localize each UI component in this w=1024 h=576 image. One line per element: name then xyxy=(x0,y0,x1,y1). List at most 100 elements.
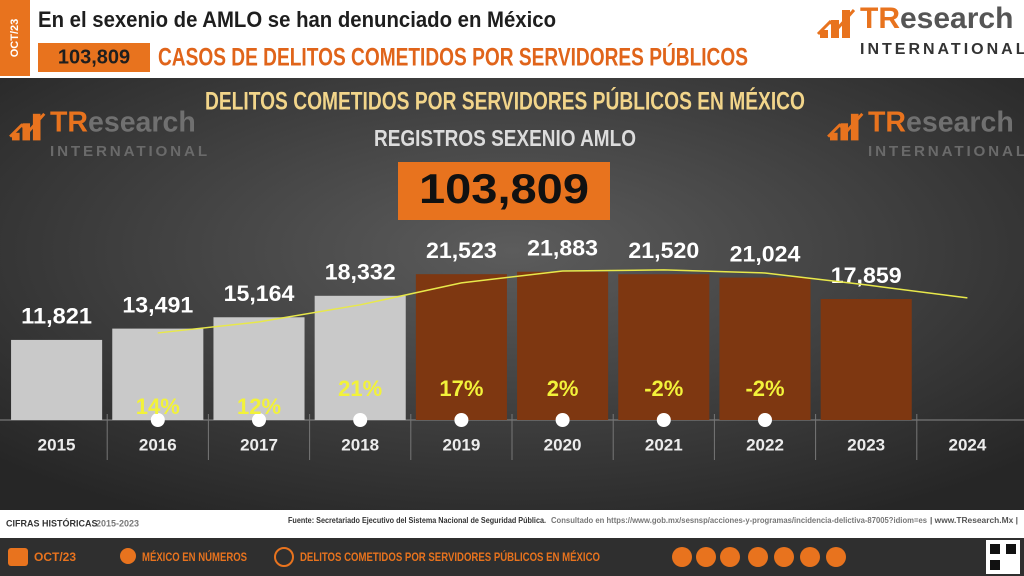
bar xyxy=(415,274,507,420)
linkedin-icon[interactable] xyxy=(800,547,820,567)
chart-total: 103,809 xyxy=(419,165,589,212)
footer-topic: DELITOS COMETIDOS POR SERVIDORES PÚBLICO… xyxy=(300,549,600,564)
value-label: 17,859 xyxy=(831,263,902,288)
note-label: CIFRAS HISTÓRICAS xyxy=(6,517,98,528)
bar xyxy=(820,299,912,420)
date-tab xyxy=(0,0,30,76)
logo-bar xyxy=(850,113,859,141)
value-label: 21,024 xyxy=(730,241,802,266)
twitter-icon[interactable] xyxy=(748,547,768,567)
headline: En el sexenio de AMLO se han denunciado … xyxy=(38,7,556,32)
value-label: 21,883 xyxy=(527,236,598,261)
logo-text: TResearch xyxy=(860,2,1013,35)
x-tick-label: 2019 xyxy=(442,435,480,454)
bar xyxy=(618,274,710,420)
change-label: -2% xyxy=(745,376,784,401)
phone-icon[interactable] xyxy=(696,547,716,567)
change-label: 21% xyxy=(338,376,382,401)
qr-block xyxy=(1006,544,1016,554)
x-tick-label: 2016 xyxy=(139,435,177,454)
consulted: Consultado en https://www.gob.mx/sesnsp/… xyxy=(551,516,928,525)
social-icons xyxy=(672,547,846,567)
logo-mark: TR xyxy=(860,2,900,35)
source-strip xyxy=(0,510,1024,538)
mail-icon[interactable] xyxy=(720,547,740,567)
logo-bar xyxy=(12,132,20,141)
header-total: 103,809 xyxy=(58,46,130,68)
logo-bar xyxy=(820,30,828,38)
x-tick-label: 2017 xyxy=(240,435,278,454)
subheadline: CASOS DE DELITOS COMETIDOS POR SERVIDORE… xyxy=(158,42,748,72)
change-dot xyxy=(353,413,368,427)
bar xyxy=(213,317,305,420)
bar xyxy=(719,277,811,420)
logo: TResearch INTERNATIONAL xyxy=(827,106,1024,160)
change-dot xyxy=(252,413,266,427)
trend-line xyxy=(157,269,968,334)
change-dot xyxy=(454,413,469,427)
value-label: 11,821 xyxy=(21,304,92,329)
change-dot xyxy=(758,413,772,427)
value-label: 18,332 xyxy=(325,260,396,285)
footer-section: MÉXICO EN NÚMEROS xyxy=(142,549,247,564)
logo-word: esearch xyxy=(88,106,196,138)
date-tab-text: OCT/23 xyxy=(9,19,21,58)
change-dot xyxy=(656,413,671,427)
x-tick-label: 2015 xyxy=(38,435,76,454)
bar xyxy=(112,328,204,420)
logo-word: esearch xyxy=(906,106,1014,138)
site: | www.TResearch.Mx | xyxy=(930,516,1018,525)
logo-bar xyxy=(840,123,849,141)
chart-title: DELITOS COMETIDOS POR SERVIDORES PÚBLICO… xyxy=(205,86,805,116)
logo-text: TResearch xyxy=(868,106,1014,138)
value-label: 21,520 xyxy=(628,238,699,263)
logo-arrow xyxy=(827,112,864,138)
change-label: -2% xyxy=(644,376,683,401)
logo-bar xyxy=(22,123,31,141)
source: Fuente: Secretariado Ejecutivo del Siste… xyxy=(288,516,546,525)
change-dot xyxy=(555,413,570,427)
change-label: 14% xyxy=(136,394,180,419)
logo-mark: TR xyxy=(868,106,906,138)
x-tick-label: 2022 xyxy=(746,435,784,454)
footer-date: OCT/23 xyxy=(34,550,76,564)
value-label: 15,164 xyxy=(224,281,296,306)
qr-block xyxy=(990,560,1000,570)
note-years: 2015-2023 xyxy=(96,518,139,528)
web-icon[interactable] xyxy=(672,547,692,567)
change-label: 17% xyxy=(439,376,483,401)
logo: TResearch INTERNATIONAL xyxy=(9,106,210,160)
value-label: 21,523 xyxy=(426,238,497,263)
youtube-icon[interactable] xyxy=(826,547,846,567)
logo-tagline: INTERNATIONAL xyxy=(868,143,1024,160)
logo-bar xyxy=(831,20,839,38)
x-tick-label: 2018 xyxy=(341,435,379,454)
chart-total-box xyxy=(398,162,610,220)
bar xyxy=(517,271,609,420)
logo-bar xyxy=(842,10,850,38)
chart-subtitle: REGISTROS SEXENIO AMLO xyxy=(374,125,636,151)
change-label: 12% xyxy=(237,394,281,419)
facebook-icon[interactable] xyxy=(774,547,794,567)
logo-bar xyxy=(830,132,838,141)
x-tick-label: 2021 xyxy=(645,435,683,454)
x-tick-label: 2023 xyxy=(847,435,885,454)
map-icon xyxy=(120,548,136,564)
change-label: 2% xyxy=(547,376,579,401)
chat-icon xyxy=(274,547,294,567)
footer-bg xyxy=(0,538,1024,576)
logo: TResearch INTERNATIONAL xyxy=(816,2,1024,58)
total-box xyxy=(38,43,150,72)
logo-word: esearch xyxy=(900,2,1013,35)
logo-text: TResearch xyxy=(50,106,196,138)
bar xyxy=(11,339,103,420)
logo-arrow xyxy=(816,9,856,36)
logo-bar xyxy=(32,113,41,141)
change-dot xyxy=(150,413,165,427)
x-tick-label: 2024 xyxy=(948,435,986,454)
qr-block xyxy=(990,544,1000,554)
logo-tagline: INTERNATIONAL xyxy=(50,143,210,160)
logo-arrow xyxy=(9,112,46,138)
calendar-icon xyxy=(8,548,28,566)
